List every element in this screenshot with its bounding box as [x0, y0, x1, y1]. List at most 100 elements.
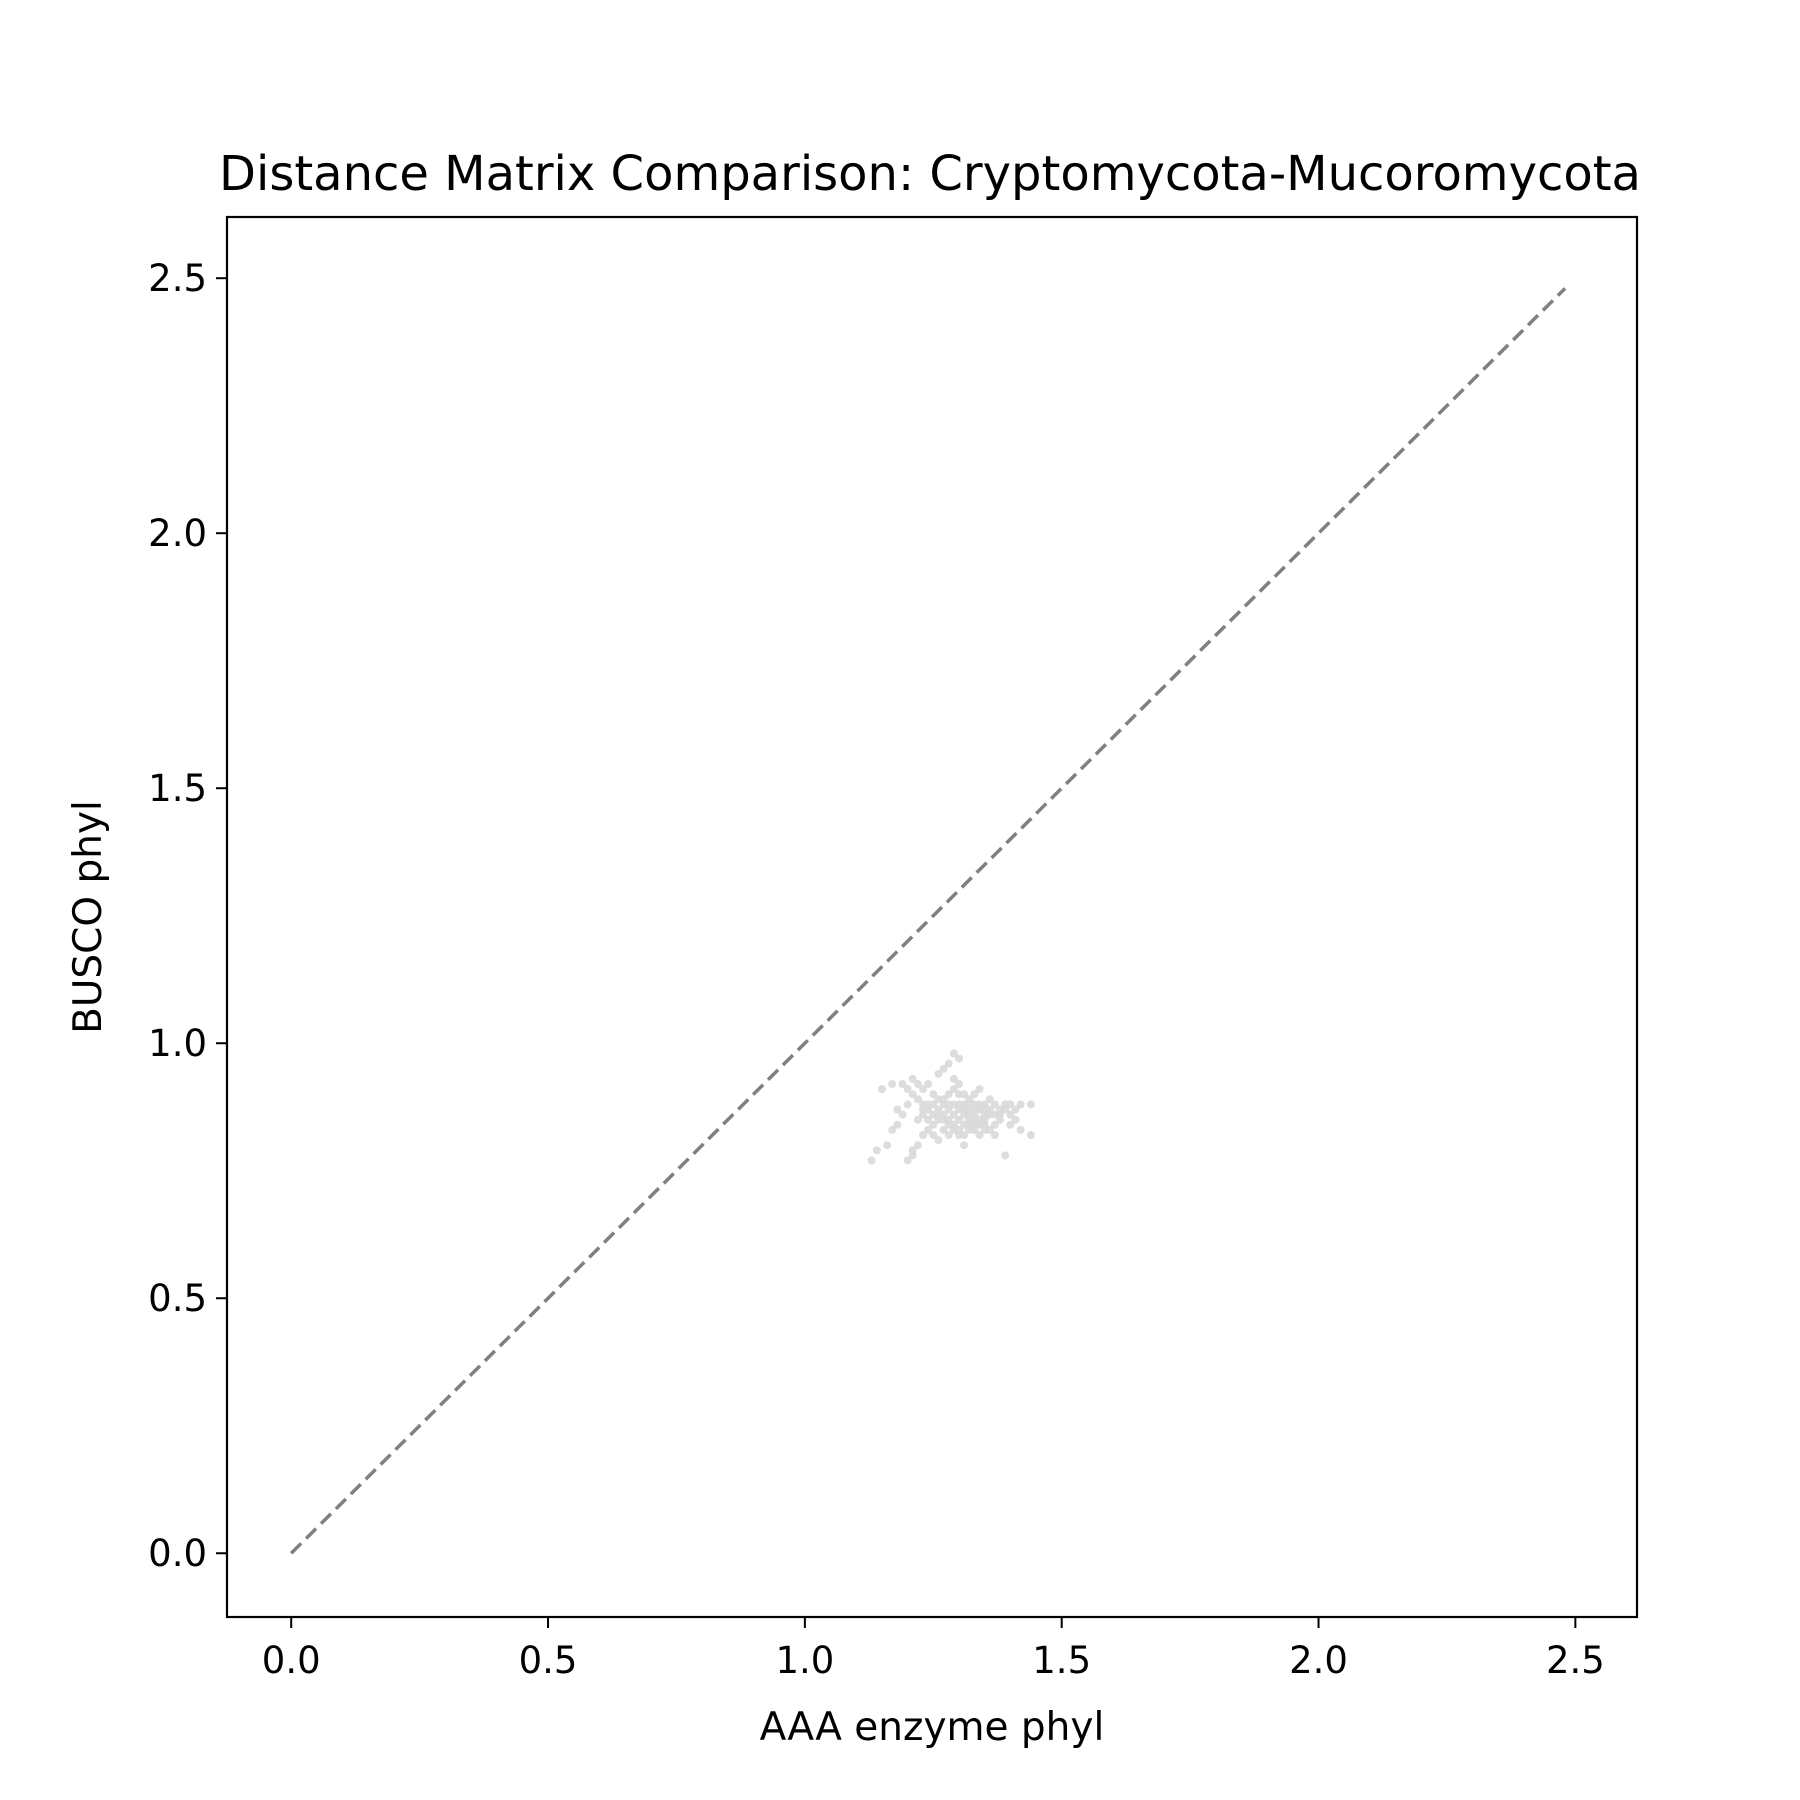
- x-tick-label: 0.0: [262, 1639, 321, 1682]
- data-point: [1006, 1100, 1015, 1109]
- data-point: [1001, 1105, 1010, 1114]
- data-point: [965, 1125, 974, 1134]
- reference-line-layer: [289, 287, 1567, 1555]
- data-point: [1026, 1100, 1035, 1109]
- y-axis-label: BUSCO phyl: [66, 800, 111, 1034]
- data-point: [898, 1080, 907, 1088]
- data-point: [939, 1064, 948, 1073]
- data-point: [939, 1110, 948, 1119]
- x-tick-label: 1.5: [1032, 1639, 1091, 1682]
- x-tick-label: 2.5: [1546, 1639, 1605, 1682]
- data-point: [990, 1120, 999, 1129]
- data-point: [1016, 1125, 1025, 1134]
- data-point: [898, 1110, 907, 1119]
- data-point: [949, 1085, 958, 1094]
- data-point: [985, 1110, 994, 1119]
- data-point: [975, 1131, 984, 1139]
- data-point: [929, 1131, 938, 1139]
- data-point: [924, 1125, 933, 1134]
- data-point: [872, 1146, 881, 1155]
- data-point: [960, 1141, 969, 1150]
- data-point: [1011, 1115, 1020, 1124]
- data-point: [867, 1156, 876, 1165]
- data-point: [919, 1131, 927, 1139]
- points-layer: [867, 1049, 1035, 1165]
- data-point: [944, 1059, 953, 1068]
- data-point: [913, 1095, 922, 1104]
- data-point: [980, 1115, 989, 1124]
- data-point: [944, 1090, 953, 1099]
- chart-title: Distance Matrix Comparison: Cryptomycota…: [219, 146, 1641, 202]
- data-point: [944, 1115, 953, 1124]
- data-point: [934, 1115, 943, 1124]
- data-point: [929, 1090, 938, 1099]
- y-tick-label: 1.5: [148, 767, 207, 810]
- data-point: [924, 1100, 933, 1109]
- data-point: [960, 1131, 969, 1139]
- data-point: [975, 1085, 984, 1094]
- y-axis-ticks: 0.0 0.5 1.0 1.5 2.0 2.5: [148, 257, 227, 1575]
- y-tick-label: 2.0: [148, 512, 207, 555]
- plot-frame: [225, 215, 1639, 1619]
- data-point: [949, 1074, 958, 1083]
- data-point: [970, 1115, 979, 1124]
- reference-diagonal-line: [289, 287, 1567, 1555]
- x-tick-label: 0.5: [519, 1639, 578, 1682]
- data-point: [939, 1095, 948, 1104]
- data-point: [908, 1151, 917, 1160]
- data-point: [996, 1110, 1005, 1119]
- data-point: [893, 1120, 902, 1129]
- data-point: [985, 1095, 994, 1104]
- data-point: [955, 1054, 963, 1063]
- data-point: [955, 1090, 963, 1099]
- data-point: [903, 1085, 912, 1094]
- data-point: [960, 1105, 969, 1114]
- data-point: [970, 1090, 979, 1099]
- data-point: [903, 1100, 912, 1109]
- data-point: [913, 1080, 922, 1088]
- data-point: [934, 1069, 943, 1078]
- data-point: [1006, 1120, 1015, 1129]
- data-point: [955, 1115, 963, 1124]
- data-point: [955, 1080, 963, 1088]
- data-point: [913, 1115, 922, 1124]
- data-point: [924, 1115, 933, 1124]
- data-point: [949, 1110, 958, 1119]
- data-point: [944, 1131, 953, 1139]
- data-point: [990, 1131, 999, 1139]
- data-point: [990, 1100, 999, 1109]
- data-point: [888, 1080, 897, 1088]
- data-point: [919, 1105, 927, 1114]
- data-point: [949, 1049, 958, 1058]
- data-point: [939, 1125, 948, 1134]
- data-point: [965, 1110, 974, 1119]
- data-point: [893, 1105, 902, 1114]
- y-tick-label: 0.0: [148, 1532, 207, 1575]
- data-point: [1001, 1151, 1010, 1160]
- data-point: [903, 1156, 912, 1165]
- data-point: [1006, 1110, 1015, 1119]
- y-tick-label: 1.0: [148, 1022, 207, 1065]
- data-point: [924, 1080, 933, 1088]
- x-axis-ticks: 0.0 0.5 1.0 1.5 2.0 2.5: [262, 1617, 1605, 1682]
- data-point: [1016, 1100, 1025, 1109]
- data-point: [944, 1100, 953, 1109]
- data-point: [965, 1100, 974, 1109]
- data-point: [883, 1141, 892, 1150]
- data-point: [980, 1125, 989, 1134]
- x-tick-label: 1.0: [775, 1639, 834, 1682]
- data-point: [975, 1120, 984, 1129]
- data-point: [980, 1105, 989, 1114]
- data-point: [960, 1120, 969, 1129]
- data-point: [913, 1141, 922, 1150]
- data-point: [929, 1110, 938, 1119]
- data-point: [888, 1125, 897, 1134]
- data-point: [929, 1120, 938, 1129]
- data-point: [1026, 1131, 1035, 1139]
- data-point: [877, 1085, 886, 1094]
- data-point: [949, 1120, 958, 1129]
- x-axis-label: AAA enzyme phyl: [760, 1705, 1105, 1750]
- y-tick-label: 0.5: [148, 1277, 207, 1320]
